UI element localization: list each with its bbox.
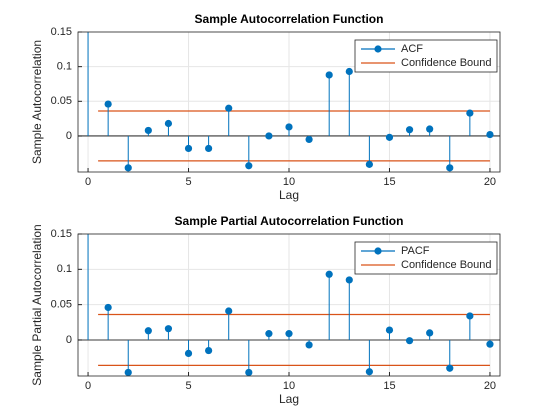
stem-marker [124, 164, 132, 172]
stem-marker [325, 270, 333, 278]
stem-marker [405, 337, 414, 345]
legend-label: Confidence Bound [401, 259, 492, 271]
stem-marker [285, 330, 293, 338]
x-axis-label: Lag [279, 392, 299, 406]
stem-marker [305, 341, 313, 349]
legend-label: ACF [401, 43, 423, 55]
stem-marker [486, 130, 494, 139]
stem-marker [124, 368, 132, 376]
x-tick-label: 15 [383, 176, 395, 188]
y-tick-label: 0 [66, 334, 72, 346]
y-tick-label: 0.15 [51, 26, 72, 38]
stem-marker [164, 119, 173, 128]
x-tick-label: 5 [185, 176, 191, 188]
stem-marker [446, 364, 454, 372]
stem-marker [245, 368, 253, 376]
stem-marker [466, 109, 474, 117]
x-tick-label: 20 [484, 380, 496, 392]
stem-marker [265, 132, 273, 140]
legend-label: Confidence Bound [401, 57, 492, 69]
plot-area [78, 32, 500, 172]
stem-marker [365, 368, 373, 376]
y-tick-label: 0 [66, 130, 72, 142]
y-axis-label: Sample Autocorrelation [30, 40, 44, 164]
stem-marker [184, 349, 193, 357]
legend-box [354, 39, 498, 73]
y-axis-label: Sample Partial Autocorrelation [30, 224, 44, 385]
stem-marker [144, 126, 152, 135]
stem-marker [466, 312, 474, 320]
stem-marker [285, 123, 293, 131]
stem-marker [205, 144, 213, 153]
stem-marker [164, 325, 173, 333]
y-tick-label: 0.15 [51, 228, 72, 240]
stem-marker [385, 326, 394, 334]
x-tick-label: 0 [85, 176, 91, 188]
stem-marker [225, 307, 233, 315]
stem-marker [265, 330, 273, 338]
stem-marker [305, 135, 313, 144]
legend-marker [374, 247, 382, 255]
stem-marker [104, 303, 112, 312]
stem-marker [144, 327, 152, 335]
x-tick-label: 10 [283, 176, 295, 188]
x-axis-label: Lag [279, 188, 299, 202]
stem-marker [245, 162, 253, 170]
stem-marker [385, 133, 394, 141]
legend-box [354, 241, 498, 275]
chart-title: Sample Partial Autocorrelation Function [175, 214, 404, 228]
y-tick-label: 0.1 [57, 61, 72, 73]
stem-marker [205, 346, 213, 355]
x-tick-label: 0 [85, 380, 91, 392]
stem-marker [405, 126, 414, 134]
stem-marker [225, 104, 233, 112]
x-tick-label: 10 [283, 380, 295, 392]
x-tick-label: 5 [185, 380, 191, 392]
y-tick-label: 0.05 [51, 95, 72, 107]
stem-marker [365, 160, 373, 168]
legend-label: PACF [401, 245, 430, 257]
legend-marker [374, 45, 382, 53]
stem-marker [426, 125, 434, 133]
stem-marker [184, 144, 193, 153]
stem-marker [104, 100, 112, 108]
stem-marker [446, 164, 454, 172]
plot-area [78, 234, 500, 376]
stem-marker [486, 340, 494, 348]
stem-marker [345, 67, 353, 76]
stem-marker [345, 276, 353, 284]
axes-box [77, 233, 501, 377]
y-tick-label: 0.1 [57, 263, 72, 275]
stem-marker [426, 329, 434, 337]
x-tick-label: 20 [484, 176, 496, 188]
stem-marker [325, 71, 333, 79]
x-tick-label: 15 [383, 380, 395, 392]
chart-title: Sample Autocorrelation Function [195, 12, 384, 26]
axes-box [77, 31, 501, 173]
y-tick-label: 0.05 [51, 299, 72, 311]
